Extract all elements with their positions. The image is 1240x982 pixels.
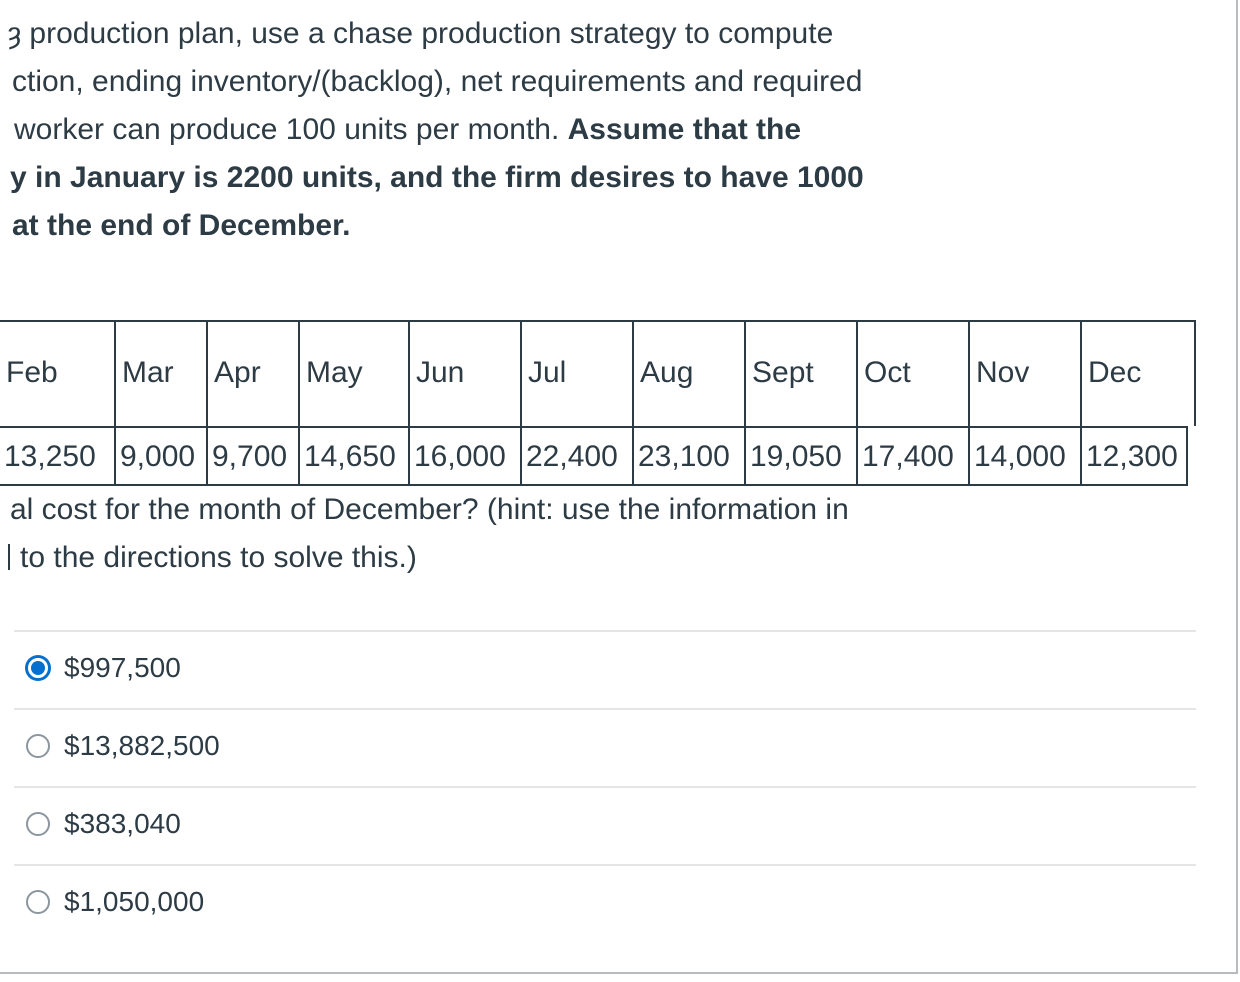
question-line-1: al cost for the month of December? (hint…	[10, 493, 849, 526]
answer-option-4[interactable]: $1,050,000	[14, 864, 1196, 942]
intro-line-3-bold: Assume that the	[567, 113, 802, 146]
demand-value-aug: 23,100	[634, 426, 746, 486]
month-header-dec: Dec	[1082, 320, 1196, 426]
radio-unselected-icon[interactable]	[26, 890, 50, 914]
intro-line-3-plain: worker can produce 100 units per month.	[14, 113, 568, 146]
demand-value-may: 14,650	[300, 426, 410, 486]
intro-line-4: y in January is 2200 units, and the firm…	[10, 161, 864, 194]
intro-line-1: ȝ production plan, use a chase productio…	[8, 17, 834, 50]
month-header-aug: Aug	[634, 320, 746, 426]
radio-unselected-icon[interactable]	[26, 734, 50, 758]
intro-line-5: at the end of December.	[12, 209, 351, 242]
panel-border-right	[1236, 0, 1238, 974]
answer-option-2[interactable]: $13,882,500	[14, 708, 1196, 786]
demand-value-nov: 14,000	[970, 426, 1082, 486]
answer-option-3[interactable]: $383,040	[14, 786, 1196, 864]
month-header-nov: Nov	[970, 320, 1082, 426]
demand-table: Feb Mar Apr May Jun Jul Aug Sept Oct Nov…	[0, 320, 1196, 486]
radio-selected-icon[interactable]	[26, 656, 50, 680]
intro-line-3: worker can produce 100 units per month. …	[14, 106, 801, 154]
month-header-mar: Mar	[116, 320, 208, 426]
demand-value-jul: 22,400	[522, 426, 634, 486]
month-header-oct: Oct	[858, 320, 970, 426]
answer-option-label: $1,050,000	[64, 886, 205, 917]
question-line-2: to the directions to solve this.)	[8, 534, 417, 582]
month-header-may: May	[300, 320, 410, 426]
intro-line-2: ction, ending inventory/(backlog), net r…	[12, 65, 863, 98]
demand-value-jun: 16,000	[410, 426, 522, 486]
radio-unselected-icon[interactable]	[26, 812, 50, 836]
month-header-sept: Sept	[746, 320, 858, 426]
question-line-2-text: to the directions to solve this.)	[20, 541, 417, 574]
answer-option-label: $997,500	[64, 652, 181, 683]
cursor-mark	[8, 544, 10, 570]
demand-value-sept: 19,050	[746, 426, 858, 486]
answer-option-label: $383,040	[64, 808, 181, 839]
answer-option-1[interactable]: $997,500	[14, 630, 1196, 708]
month-header-jul: Jul	[522, 320, 634, 426]
demand-value-dec: 12,300	[1082, 426, 1188, 486]
demand-value-mar: 9,000	[116, 426, 208, 486]
month-header-feb: Feb	[0, 320, 116, 426]
demand-value-apr: 9,700	[208, 426, 300, 486]
demand-value-oct: 17,400	[858, 426, 970, 486]
answer-list: $997,500 $13,882,500 $383,040 $1,050,000	[14, 630, 1196, 942]
demand-value-feb: 13,250	[0, 426, 116, 486]
answer-option-label: $13,882,500	[64, 730, 220, 761]
month-header-jun: Jun	[410, 320, 522, 426]
panel-border-bottom	[0, 972, 1238, 974]
month-header-apr: Apr	[208, 320, 300, 426]
